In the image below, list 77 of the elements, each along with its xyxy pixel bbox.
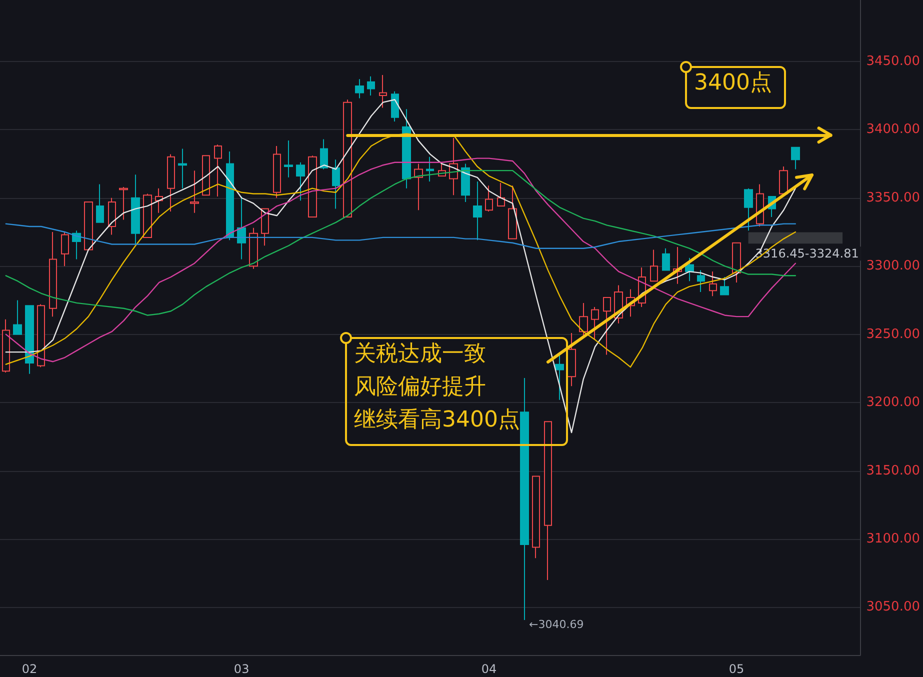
candlestick [296, 162, 305, 202]
candlestick [249, 227, 258, 270]
candlestick [155, 188, 163, 214]
candlestick [355, 78, 364, 99]
candlestick [214, 144, 222, 197]
candlestick [2, 318, 10, 374]
candlestick [284, 140, 293, 178]
candlestick [532, 476, 540, 559]
candlestick [744, 188, 753, 232]
candlestick [13, 300, 22, 335]
candlestick [190, 170, 199, 214]
candlestick [426, 156, 434, 182]
y-tick-label: 3250.00 [866, 326, 920, 342]
candlestick [226, 150, 234, 241]
candlestick [379, 74, 387, 108]
candlestick [791, 146, 800, 170]
candlestick [709, 271, 717, 297]
candlestick [555, 352, 564, 400]
candlestick [544, 421, 552, 580]
candlestick [332, 159, 340, 210]
candlestick [685, 257, 694, 282]
annotation: 3400点 [694, 70, 772, 96]
line-series [5, 223, 796, 249]
y-tick-label: 3350.00 [866, 190, 920, 206]
annotation: ←3040.69 [529, 618, 584, 631]
candlestick [25, 305, 34, 374]
candlestick [143, 193, 152, 238]
candlestick [591, 306, 599, 340]
candlestick [49, 231, 57, 318]
candlestick [202, 155, 210, 196]
annotation: 风险偏好提升 [354, 374, 486, 400]
x-tick-label: 03 [234, 662, 250, 676]
candlestick [108, 197, 116, 236]
y-tick-label: 3450.00 [866, 54, 920, 69]
candlestick [473, 180, 482, 241]
candlestick [84, 201, 93, 250]
candlestick [650, 249, 658, 282]
candlestick [391, 90, 399, 122]
x-tick-label: 05 [728, 662, 744, 676]
candlestick [131, 174, 140, 245]
candlestick [37, 304, 45, 368]
candlestick [461, 163, 470, 202]
candlestick [367, 76, 375, 96]
candlestick [697, 270, 705, 293]
y-tick-label: 3050.00 [866, 600, 920, 615]
candlestick [508, 185, 517, 240]
candlestick [273, 146, 281, 198]
candlestick [779, 166, 788, 194]
candlestick [237, 196, 246, 260]
candlestick [320, 138, 328, 170]
candlestick [603, 296, 611, 356]
y-tick-label: 3100.00 [866, 532, 920, 547]
y-tick-label: 3150.00 [866, 463, 920, 478]
y-tick-label: 3200.00 [866, 395, 920, 410]
candlestick [343, 99, 352, 218]
candlestick [485, 185, 493, 212]
candlestick [308, 155, 317, 218]
candlestick [119, 186, 128, 220]
candlestick [520, 377, 529, 620]
x-tick-label: 02 [22, 662, 38, 676]
y-tick-label: 3300.00 [866, 258, 920, 274]
candlestick [414, 163, 423, 211]
y-tick-label: 3400.00 [866, 122, 920, 138]
candlestick [662, 248, 670, 271]
candlestick [567, 332, 576, 387]
x-tick-label: 04 [481, 662, 497, 676]
annotation: 关税达成一致 [354, 342, 486, 366]
candlestick [720, 276, 729, 296]
annotation: 继续看高3400点 [354, 408, 520, 432]
candlestick [732, 242, 741, 283]
candlestick [96, 184, 104, 223]
candlestick [167, 154, 175, 212]
candlestick [178, 148, 187, 189]
candlestick [497, 182, 505, 207]
candlestick [579, 302, 588, 338]
candlestick [61, 231, 69, 267]
candlestick [261, 208, 269, 246]
